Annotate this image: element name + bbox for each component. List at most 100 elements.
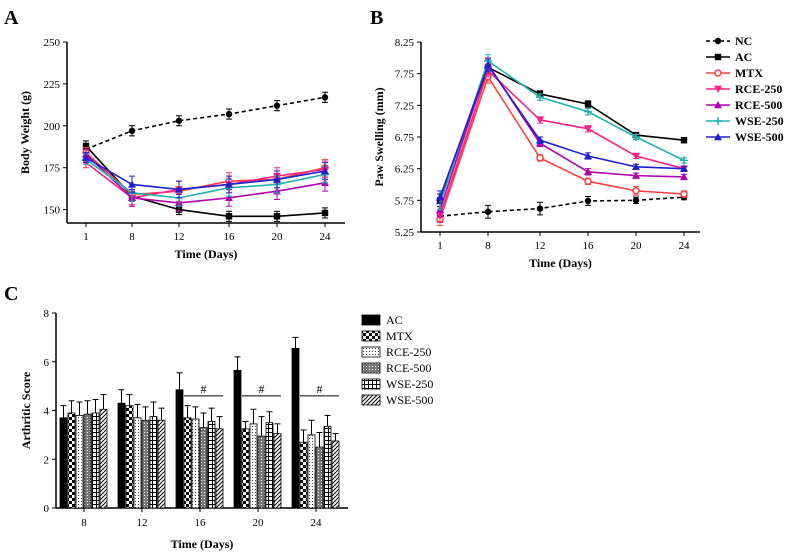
bar [157,419,166,509]
bar [215,428,224,509]
x-tick-label: 24 [311,517,323,529]
legend-marker [714,85,722,93]
data-point [680,172,688,181]
data-point [82,153,90,161]
legend-item-wse-250: WSE-250 [706,114,784,128]
data-point [536,136,544,144]
x-tick-label: 8 [81,517,87,529]
series-nc [436,193,688,220]
legend-item-rce-250: RCE-250 [361,345,431,359]
error-bar [324,414,331,427]
bar [241,428,250,509]
data-point [680,190,688,198]
bar [273,433,282,509]
panel-a-body-weight-chart: 150 175 200 225 250 1 8 12 16 20 24 Time (Days) Body… [18,37,345,261]
error-bar [192,406,199,420]
data-point [584,167,592,176]
legend-item-mtx: MTX [361,329,413,343]
error-bar [126,394,133,406]
data-point [632,152,640,160]
data-point [680,156,688,165]
data-point [321,94,329,101]
y-tick-label: 8.25 [395,37,415,49]
error-bar [60,405,67,418]
legend-item-mtx: MTX [706,66,763,80]
data-point [584,125,592,133]
error-bar [274,423,281,434]
bar [191,418,200,509]
series-rce-500 [82,148,329,212]
data-point [536,205,544,212]
data-point [680,136,688,144]
error-bar [142,406,149,421]
legend-marker [714,69,722,77]
series-line [85,96,326,151]
y-axis-title: Paw Swelling (mm) [372,87,386,186]
data-point [584,197,592,205]
x-tick-label: 20 [272,231,284,243]
series-line [85,153,326,204]
series-line [85,156,326,191]
bar-group-day-24 [291,336,340,509]
legend-panel-c: AC MTX RCE-250 RCE-500 WSE-250 WSE-500 [361,313,433,407]
legend-item-nc: NC [706,34,752,48]
legend-label: RCE-500 [735,98,782,112]
bar [257,435,266,509]
x-axis-title: Time (Days) [171,537,234,551]
series-wse-250 [82,153,329,207]
legend-item-wse-500: WSE-500 [361,393,433,407]
error-bar [292,336,299,349]
error-bar [158,407,165,421]
bar [315,446,324,509]
bar-group-day-12 [117,389,166,509]
y-tick-label: 5.25 [395,227,415,239]
data-point [632,162,640,170]
bar [199,427,208,509]
legend-label: NC [735,34,752,48]
legend-swatch [361,362,381,374]
bar [149,416,158,509]
data-point [584,107,592,116]
y-tick-label: 8 [44,308,50,320]
error-bar [76,401,83,416]
legend-label: WSE-500 [735,130,784,144]
series-line [439,66,685,201]
series-mtx [436,70,688,227]
legend-swatch [361,314,381,326]
legend-item-rce-250: RCE-250 [706,82,782,96]
legend-label: AC [386,313,403,327]
legend-label: RCE-250 [735,82,782,96]
legend-item-ac: AC [706,50,752,64]
bar [291,347,300,509]
bar [83,413,92,509]
error-bar [150,401,157,417]
bar [207,421,216,509]
data-point [632,197,640,204]
legend-item-ac: AC [361,313,403,327]
legend-label: AC [735,50,752,64]
bar [175,389,184,509]
bar [59,417,68,509]
x-tick-label: 8 [485,240,491,252]
y-tick-label: 6.25 [395,164,415,176]
y-tick-label: 150 [44,205,61,217]
bar [125,405,134,509]
bar [91,412,100,509]
y-tick-label: 175 [44,163,61,175]
error-bar [316,431,323,448]
data-point [273,213,281,220]
error-bar [208,407,215,422]
data-point [436,193,444,201]
y-tick-label: 7.75 [395,69,415,81]
data-point [273,175,281,183]
x-tick-label: 20 [631,240,643,252]
data-point [632,171,640,179]
y-tick-label: 0 [44,503,50,515]
panel-letter-c: C [4,283,18,305]
error-bar [68,400,75,413]
data-point [321,167,329,175]
error-bar [92,399,99,413]
x-tick-label: 12 [174,231,185,243]
data-point [175,185,183,193]
legend-marker [714,133,722,141]
